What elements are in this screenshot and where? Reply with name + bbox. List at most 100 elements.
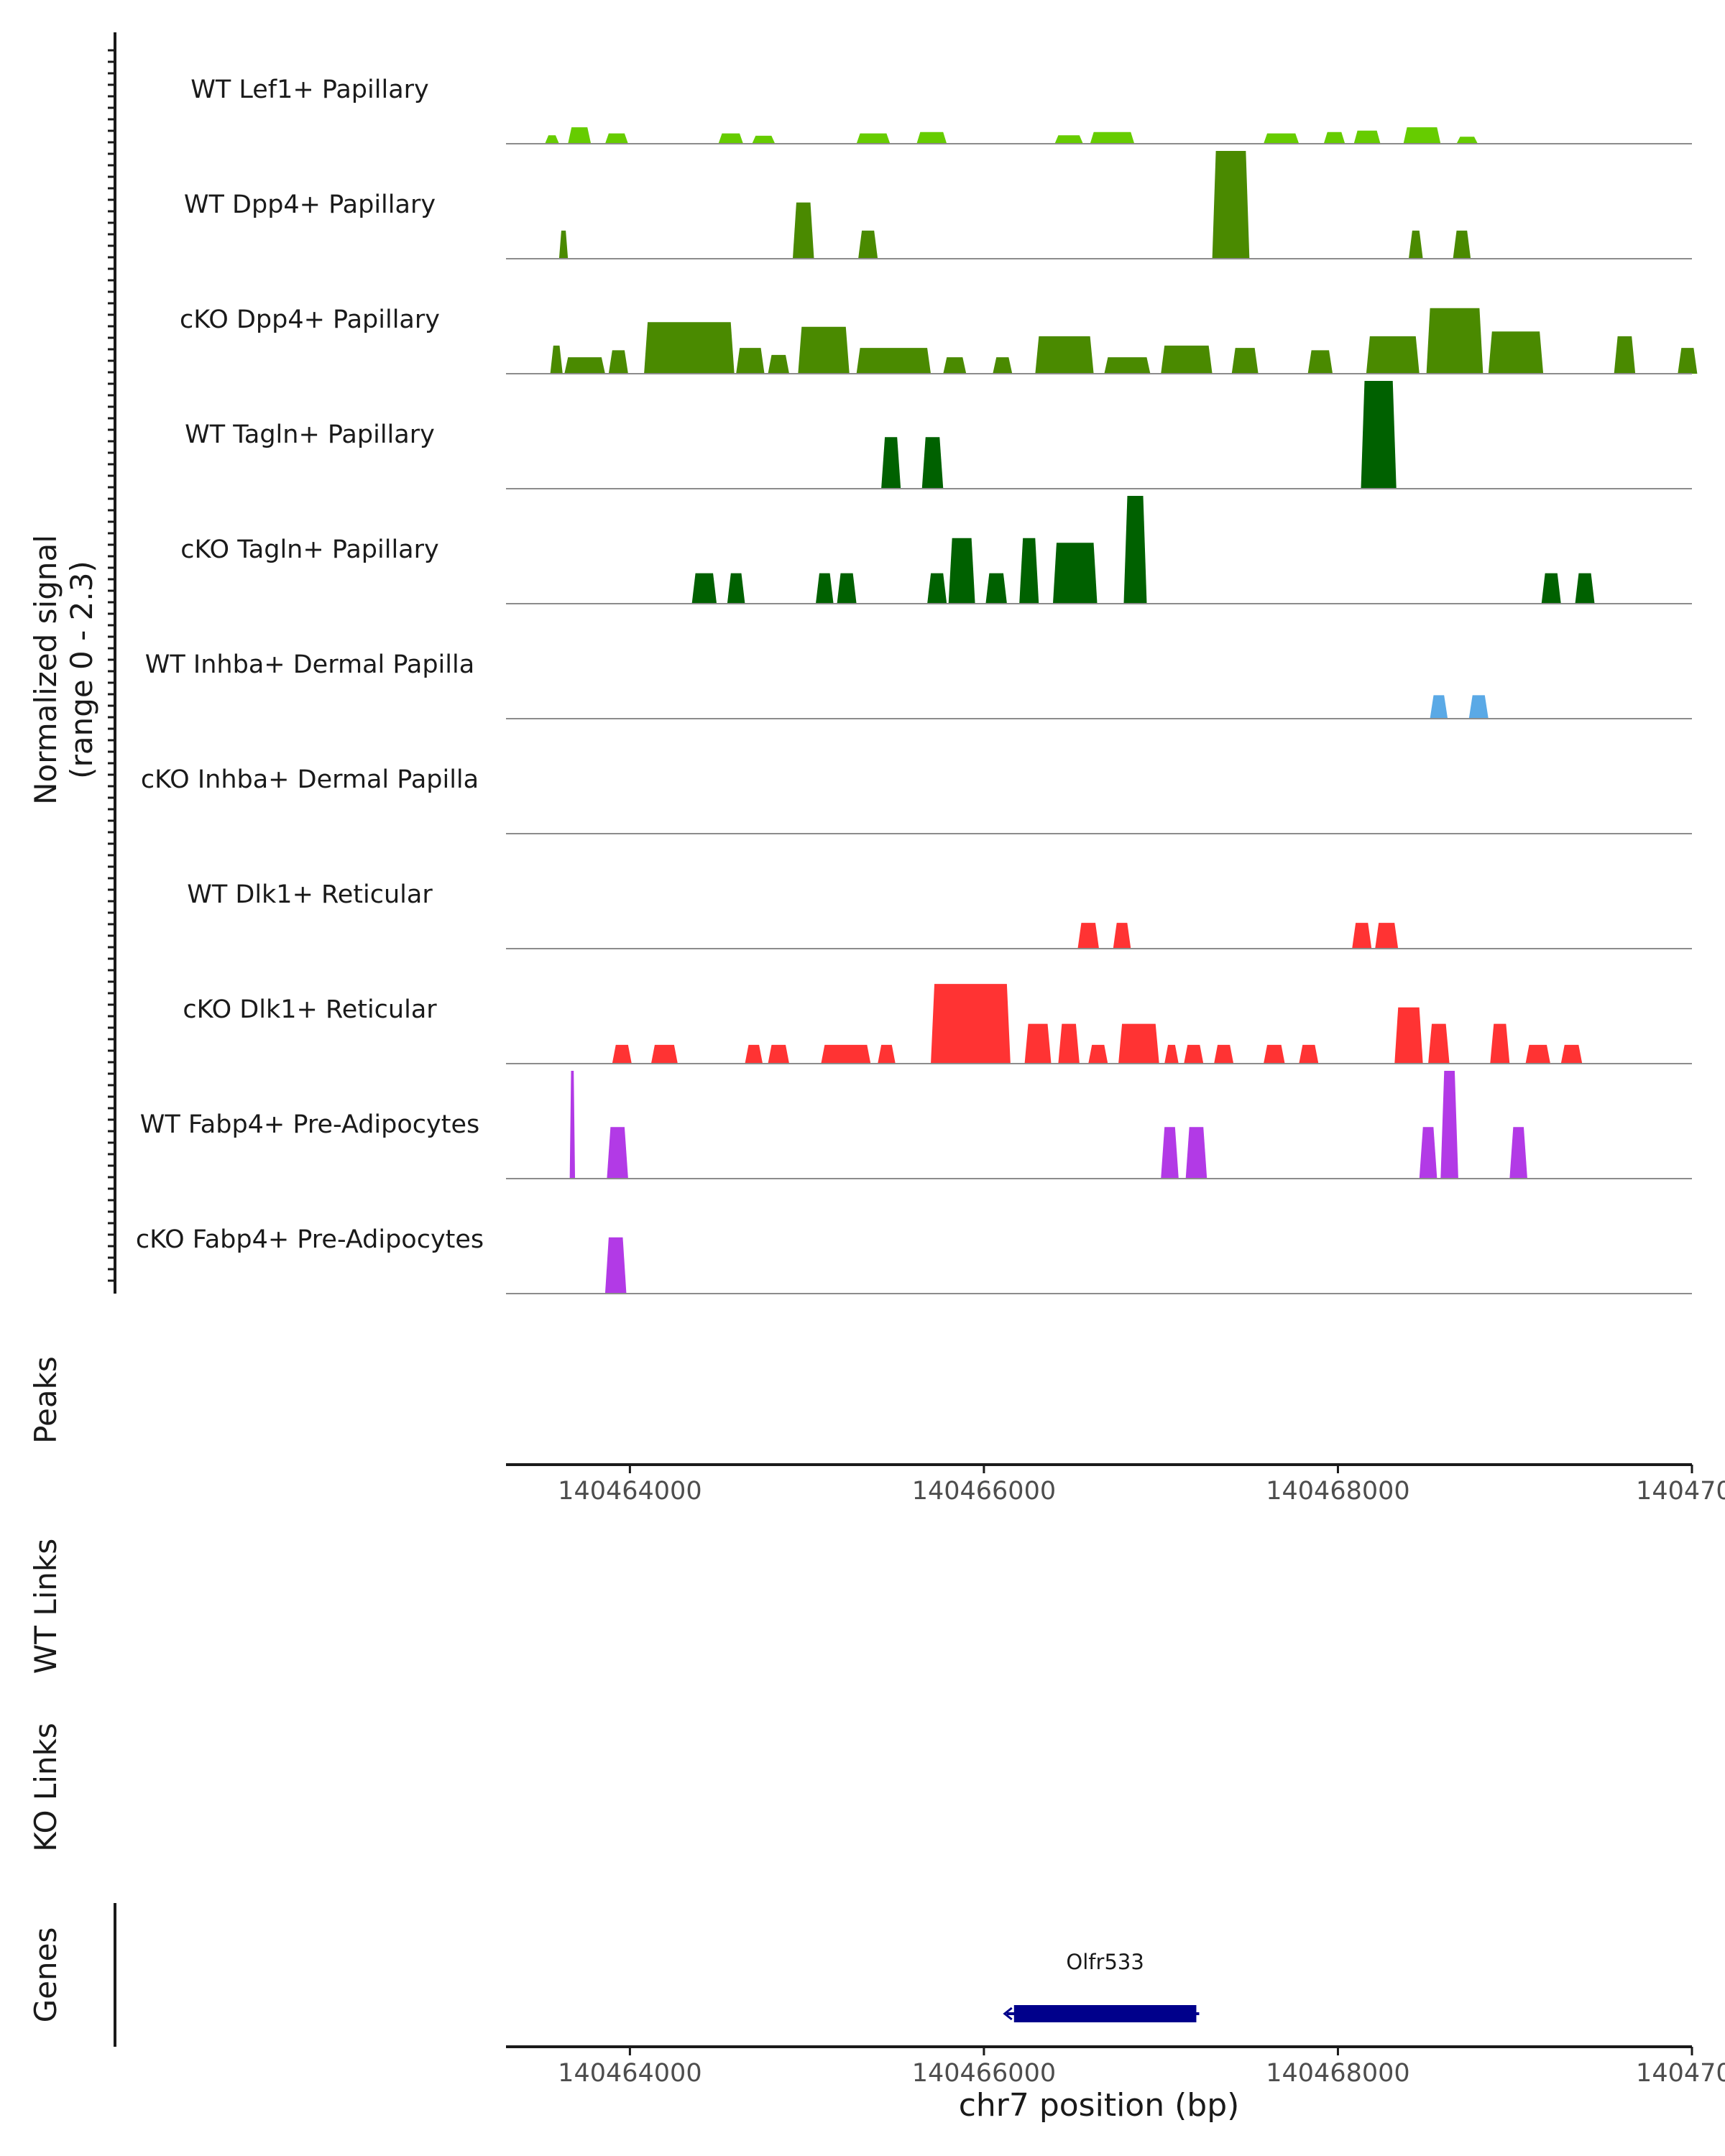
signal-peak (916, 132, 947, 144)
signal-peak (1104, 357, 1151, 374)
signal-peak (792, 202, 814, 259)
signal-peak (558, 230, 569, 259)
signal-peak (564, 357, 605, 374)
signal-peak (1113, 923, 1131, 949)
signal-peak (607, 1127, 628, 1179)
signal-peak (1403, 127, 1441, 144)
signal-peak (1468, 695, 1489, 719)
signal-peak (736, 348, 765, 374)
signal-peak (1231, 348, 1259, 374)
signal-peak (1394, 1007, 1423, 1064)
track-label: cKO Dpp4+ Papillary (180, 305, 440, 334)
track-label: WT Lef1+ Papillary (190, 75, 429, 104)
signal-peak (798, 326, 850, 374)
signal-peak (1488, 331, 1544, 374)
signal-peak (650, 1044, 678, 1064)
signal-peak (727, 573, 745, 604)
signal-peak (1361, 381, 1397, 489)
track-3: WT Tagln+ Papillary (185, 381, 1692, 489)
x-tick-label: 140468000 (1266, 1477, 1409, 1506)
signal-peak (1185, 1127, 1208, 1179)
signal-peak (1678, 348, 1698, 374)
signal-peak (768, 354, 790, 374)
signal-peak (1541, 573, 1561, 604)
x-tick-label: 1404700 (1636, 1477, 1725, 1506)
signal-peak (568, 127, 592, 144)
x-tick-label: 1404700 (1636, 2059, 1725, 2088)
signal-peak (1525, 1044, 1550, 1064)
signal-peak (1453, 230, 1471, 259)
signal-peak (921, 437, 944, 489)
signal-peak (1019, 538, 1039, 604)
track-6: cKO Inhba+ Dermal Papilla (141, 765, 1692, 834)
signal-peak (1184, 1044, 1204, 1064)
signal-peak (604, 133, 628, 144)
wt-links-panel-label: WT Links (28, 1539, 63, 1674)
track-0: WT Lef1+ Papillary (190, 75, 1692, 144)
signal-y-axis-ticks (108, 49, 115, 1282)
track-label: WT Dpp4+ Papillary (184, 190, 436, 219)
signal-peak (608, 350, 628, 374)
signal-peak (691, 573, 717, 604)
track-label: cKO Tagln+ Papillary (180, 535, 439, 564)
track-10: cKO Fabp4+ Pre-Adipocytes (136, 1225, 1692, 1294)
signal-peak (1560, 1044, 1583, 1064)
signal-peak (1430, 695, 1448, 719)
track-label: WT Fabp4+ Pre-Adipocytes (140, 1110, 479, 1139)
signal-peak (1307, 350, 1333, 374)
signal-peak (1052, 543, 1098, 604)
x-tick-label: 140468000 (1266, 2059, 1409, 2088)
signal-peak (821, 1044, 871, 1064)
signal-peak (612, 1044, 632, 1064)
track-9: WT Fabp4+ Pre-Adipocytes (140, 1071, 1692, 1179)
signal-peak (644, 322, 735, 374)
track-8: cKO Dlk1+ Reticular (183, 984, 1692, 1064)
track-label: cKO Dlk1+ Reticular (183, 995, 437, 1024)
signal-peak (1352, 923, 1372, 949)
signal-peak (856, 348, 932, 374)
signal-peak (1419, 1127, 1438, 1179)
signal-peak (1509, 1127, 1527, 1179)
signal-peak (1054, 135, 1083, 144)
signal-peak (1077, 923, 1099, 949)
strand-arrow-icon (1003, 2007, 1013, 2021)
signal-peak (1161, 345, 1213, 374)
track-label: WT Dlk1+ Reticular (187, 880, 433, 909)
track-label: WT Tagln+ Papillary (185, 420, 435, 449)
signal-peak (881, 437, 901, 489)
signal-peak (1118, 1023, 1159, 1064)
gene-track: Olfr533 (1003, 1950, 1200, 2022)
track-1: WT Dpp4+ Papillary (184, 151, 1692, 259)
gene-Olfr533: Olfr533 (1003, 1950, 1200, 2022)
x-tick-label: 140466000 (912, 1477, 1056, 1506)
track-2: cKO Dpp4+ Papillary (180, 305, 1698, 374)
signal-peak (604, 1237, 627, 1294)
ko-links-panel-label: KO Links (28, 1723, 63, 1852)
signal-peak (1264, 133, 1300, 144)
track-label: cKO Inhba+ Dermal Papilla (141, 765, 479, 794)
signal-peak (856, 133, 891, 144)
genes-panel-label: Genes (28, 1927, 63, 2023)
signal-peak (545, 135, 559, 144)
signal-peak (1323, 132, 1346, 144)
signal-peak (550, 345, 563, 374)
signal-peak (718, 133, 743, 144)
signal-peak (569, 1071, 576, 1179)
signal-peak (1212, 151, 1250, 259)
signal-peak (745, 1044, 763, 1064)
signal-peak (1123, 496, 1147, 604)
x-axis-title: chr7 position (bp) (959, 2087, 1240, 2124)
signal-peak (1058, 1023, 1080, 1064)
signal-peak (1614, 336, 1636, 374)
track-5: WT Inhba+ Dermal Papilla (145, 650, 1692, 719)
peaks-panel-label: Peaks (28, 1356, 63, 1444)
signal-peak (1375, 923, 1399, 949)
signal-peak (837, 573, 857, 604)
signal-peak (1214, 1044, 1234, 1064)
signal-tracks: WT Lef1+ Papillary WT Dpp4+ Papillary cKO … (136, 75, 1698, 1294)
signal-peak (1456, 137, 1478, 144)
signal-peak (1088, 1044, 1108, 1064)
signal-peak (815, 573, 834, 604)
track-4: cKO Tagln+ Papillary (180, 496, 1692, 604)
signal-peak (1299, 1044, 1319, 1064)
